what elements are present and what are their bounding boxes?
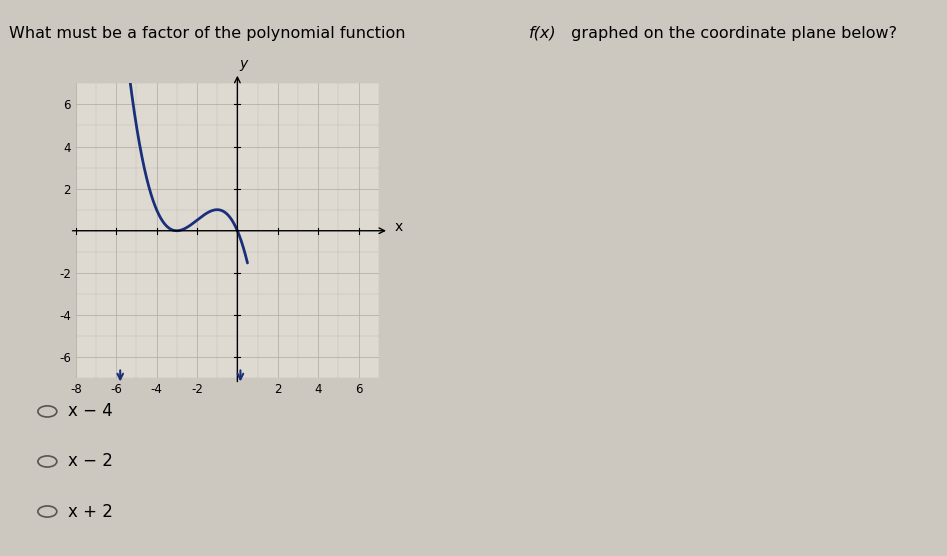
Text: f(x): f(x): [528, 26, 556, 41]
Text: x: x: [395, 220, 403, 234]
Text: x − 4: x − 4: [68, 403, 113, 420]
Text: y: y: [240, 57, 247, 71]
Text: graphed on the coordinate plane below?: graphed on the coordinate plane below?: [566, 26, 898, 41]
Text: x + 2: x + 2: [68, 503, 113, 520]
Text: What must be a factor of the polynomial function: What must be a factor of the polynomial …: [9, 26, 411, 41]
Text: x − 2: x − 2: [68, 453, 113, 470]
